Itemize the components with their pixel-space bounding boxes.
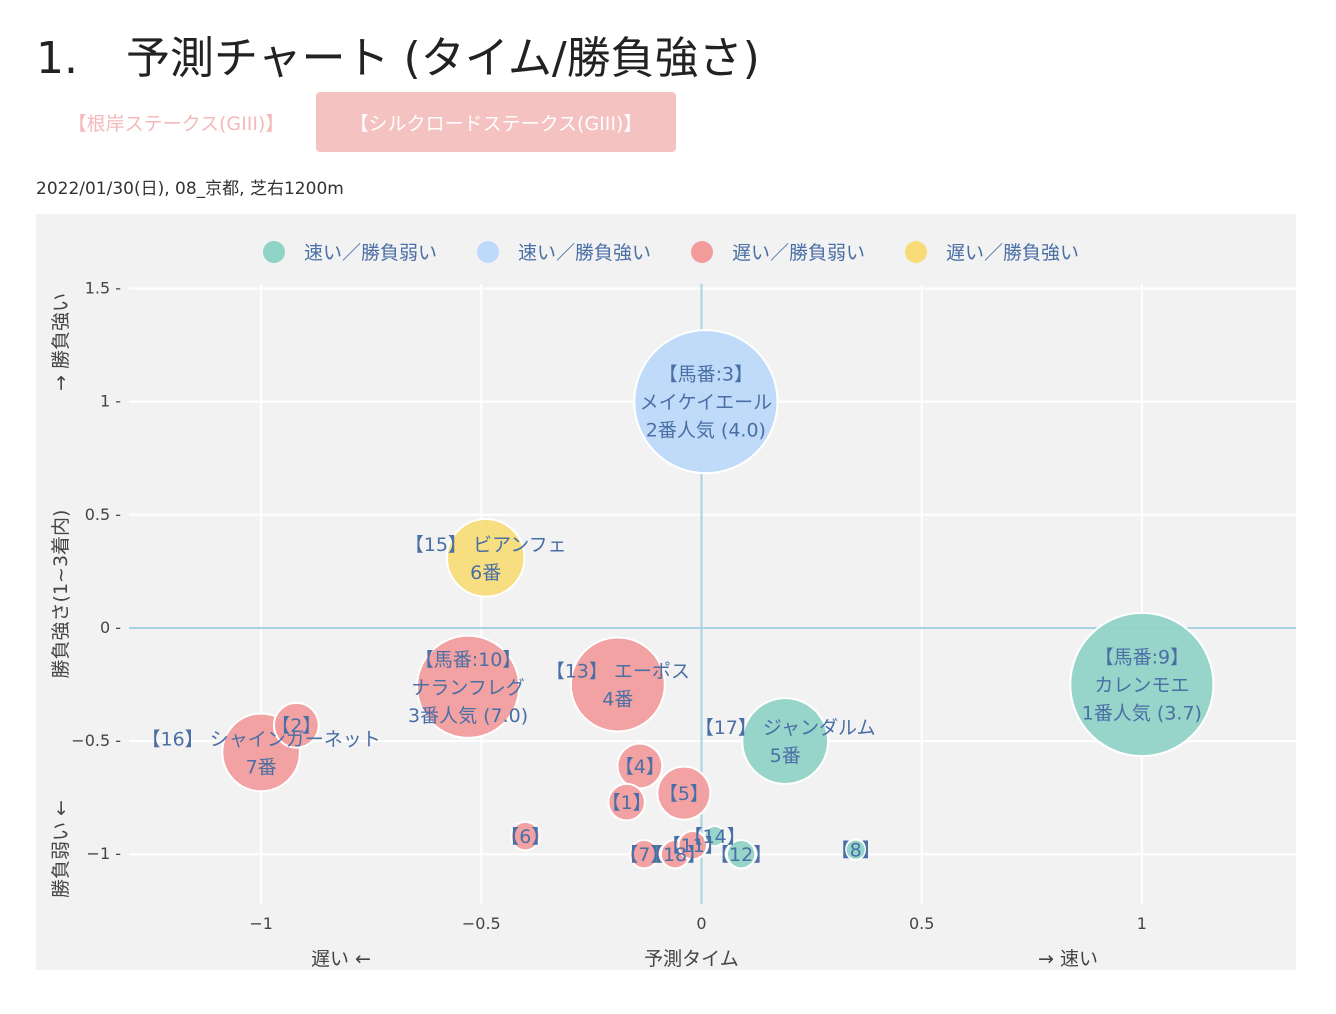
horse-label: 【16】 シャインガーネット <box>142 728 381 750</box>
x-axis-title: 予測タイム <box>644 948 739 970</box>
horse-label: 【馬番:9】 <box>1095 647 1190 669</box>
horse-point <box>569 636 666 733</box>
y-axis-title: 勝負強さ(1~3着内) <box>50 510 72 679</box>
horse-label: 【2】 <box>271 715 321 737</box>
x-tick-label: 1 <box>1137 914 1147 933</box>
horse-point <box>725 839 757 870</box>
legend-marker <box>477 241 499 263</box>
race-tabs: 【根岸ステークス(GIII)】 【シルクロードステークス(GIII)】 <box>36 92 676 152</box>
horse-label: メイケイエール <box>640 392 772 414</box>
horse-point <box>844 838 867 861</box>
y-tick-label: 1.5 - <box>85 279 121 298</box>
horse-label: 【18】 <box>644 844 706 866</box>
x-tick-label: 0 <box>696 914 706 933</box>
horse-label: 【13】 エーポス <box>546 661 690 683</box>
tab-silkroad-stakes[interactable]: 【シルクロードステークス(GIII)】 <box>316 92 676 152</box>
x-axis-left-label: 遅い ← <box>311 948 371 970</box>
horse-point <box>703 825 726 848</box>
horse-label: 【12】 <box>710 844 772 866</box>
y-axis-top-label: → 勝負強い <box>50 293 72 391</box>
horse-label: 2番人気 (4.0) <box>646 420 766 442</box>
race-info: 2022/01/30(日), 08_京都, 芝右1200m <box>36 179 344 199</box>
prediction-chart-svg: −1 −0.5 0 0.5 1 −1 - −0.5 - 0 - 0.5 - 1 - 1.5 - 予測タ… <box>50 241 1296 970</box>
horse-label: 6番 <box>470 562 501 584</box>
horse-label: 【11】 <box>662 835 724 857</box>
tab-negishi-stakes[interactable]: 【根岸ステークス(GIII)】 <box>67 112 285 135</box>
horse-point <box>677 829 708 861</box>
horse-label: 【1】 <box>602 792 652 814</box>
horse-label: 7番 <box>246 756 277 778</box>
horse-label: 【7】 <box>619 844 669 866</box>
x-tick-label: −0.5 <box>462 914 501 933</box>
legend-marker <box>691 241 713 263</box>
legend-label: 遅い／勝負強い <box>946 242 1079 264</box>
horse-point <box>741 697 830 785</box>
prediction-chart: −1 −0.5 0 0.5 1 −1 - −0.5 - 0 - 0.5 - 1 - 1.5 - 予測タ… <box>36 214 1296 970</box>
horse-label: 【15】 ビアンフェ <box>405 534 567 556</box>
horse-label: 3番人気 (7.0) <box>408 705 528 727</box>
horse-label: 【14】 <box>684 826 746 848</box>
legend-label: 遅い／勝負弱い <box>732 242 865 264</box>
horse-label: 【6】 <box>500 826 550 848</box>
horse-point <box>633 329 779 475</box>
horse-point <box>415 634 521 739</box>
horse-label: 【8】 <box>831 840 881 862</box>
horse-label: ナランフレグ <box>411 677 524 699</box>
x-axis-right-label: → 速い <box>1038 948 1098 970</box>
heading-title: 予測チャート (タイム/勝負強さ) <box>126 33 760 84</box>
page-title: 1. 予測チャート (タイム/勝負強さ) <box>36 22 760 86</box>
y-axis-bottom-label: 勝負弱い ← <box>50 800 72 898</box>
horse-point <box>656 765 712 821</box>
y-tick-label: 1 - <box>100 392 121 411</box>
legend-marker <box>263 241 285 263</box>
horse-point <box>272 701 320 749</box>
horse-label: 1番人気 (3.7) <box>1082 703 1202 725</box>
horse-label: 5番 <box>770 745 801 767</box>
horse-label: カレンモエ <box>1094 675 1189 697</box>
horse-point <box>1069 611 1215 758</box>
y-tick-label: −1 - <box>87 844 121 863</box>
horse-point <box>510 820 541 852</box>
horse-label: 【馬番:3】 <box>659 364 754 386</box>
horse-label: 【馬番:10】 <box>415 649 522 671</box>
horse-label: 【5】 <box>659 783 709 805</box>
legend-marker <box>905 241 927 263</box>
y-tick-label: 0 - <box>100 618 121 637</box>
horse-point <box>629 839 660 870</box>
horse-label: 【17】 ジャンダルム <box>695 717 876 739</box>
horse-label: 4番 <box>602 689 633 711</box>
x-tick-label: 0.5 <box>909 914 934 933</box>
x-tick-label: −1 <box>249 914 273 933</box>
y-tick-label: −0.5 - <box>71 731 121 750</box>
horse-label: 【4】 <box>615 756 665 778</box>
legend-label: 速い／勝負強い <box>518 242 651 264</box>
horse-point <box>445 517 526 598</box>
heading-number: 1. <box>36 33 78 84</box>
y-tick-label: 0.5 - <box>85 505 121 524</box>
horse-point <box>607 782 646 822</box>
legend-label: 速い／勝負弱い <box>304 242 437 264</box>
